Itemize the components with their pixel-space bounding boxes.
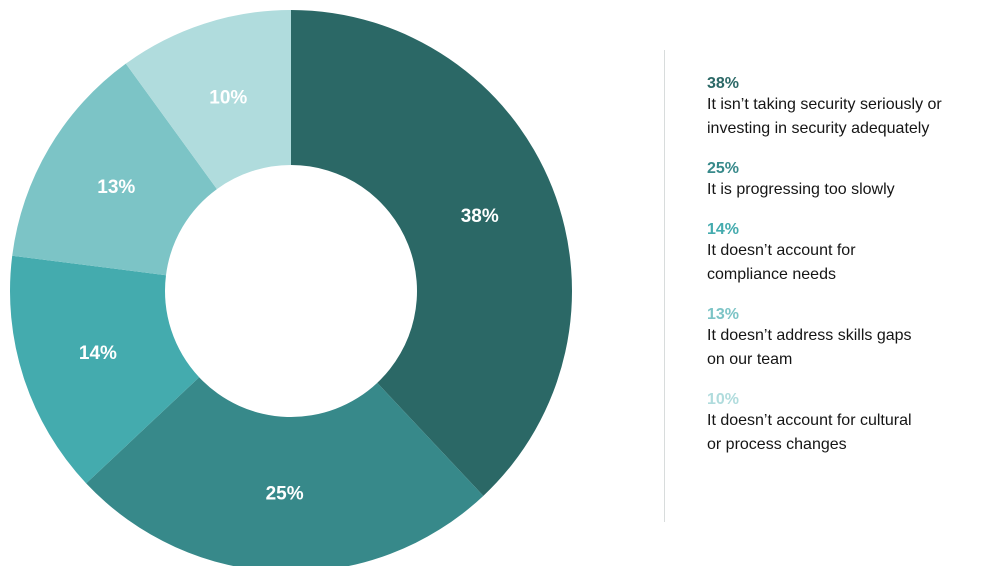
slice-value-label: 38% <box>461 206 499 227</box>
legend-label: It is progressing too slowly <box>707 181 895 198</box>
slice-value-label: 25% <box>266 483 304 504</box>
legend-value: 13% <box>707 306 740 323</box>
legend-value: 14% <box>707 221 740 238</box>
legend-item: 13% It doesn’t address skills gaps on ou… <box>707 305 990 372</box>
legend-label: It doesn’t account for cultural or proce… <box>707 412 912 453</box>
donut-slice <box>291 10 573 496</box>
slice-value-label: 14% <box>79 343 117 364</box>
donut-slices <box>10 10 573 566</box>
legend-item: 14% It doesn’t account for compliance ne… <box>707 220 990 287</box>
donut-slice <box>10 255 200 484</box>
donut-chart: 38% 25% 14% 13% 10% <box>10 10 573 566</box>
slice-value-label: 13% <box>97 177 135 198</box>
legend-label: It isn’t taking security seriously or in… <box>707 96 942 137</box>
legend-value: 38% <box>707 75 740 92</box>
legend-value: 10% <box>707 391 740 408</box>
legend-label: It doesn’t address skills gaps on our te… <box>707 327 912 368</box>
legend-label: It doesn’t account for compliance needs <box>707 242 856 283</box>
slice-value-label: 10% <box>209 87 247 108</box>
legend-item: 25% It is progressing too slowly <box>707 159 990 202</box>
slice-labels: 38% 25% 14% 13% 10% <box>79 87 499 504</box>
legend-divider <box>664 50 665 522</box>
legend-item: 10% It doesn’t account for cultural or p… <box>707 390 990 457</box>
donut-slice <box>12 63 217 276</box>
legend: 38% It isn’t taking security seriously o… <box>707 74 990 457</box>
legend-value: 25% <box>707 160 740 177</box>
legend-item: 38% It isn’t taking security seriously o… <box>707 74 990 141</box>
donut-slice <box>86 377 484 566</box>
donut-slice <box>125 10 292 190</box>
